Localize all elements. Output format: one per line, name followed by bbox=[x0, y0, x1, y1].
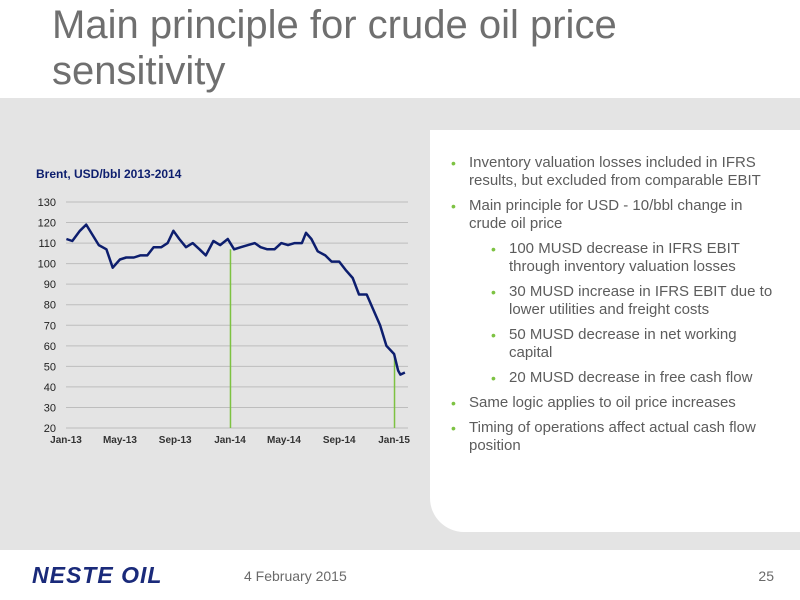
logo-text: NESTE OIL bbox=[32, 564, 162, 586]
y-tick-label: 30 bbox=[44, 402, 56, 414]
x-tick-label: May-14 bbox=[267, 435, 301, 446]
y-tick-label: 70 bbox=[44, 320, 56, 332]
x-tick-label: Jan-14 bbox=[214, 435, 246, 446]
x-tick-label: Sep-14 bbox=[323, 435, 356, 446]
bullet-list: Inventory valuation losses included in I… bbox=[450, 154, 780, 462]
y-tick-label: 120 bbox=[38, 218, 56, 230]
slide-title: Main principle for crude oil price sensi… bbox=[52, 3, 617, 93]
y-tick-label: 100 bbox=[38, 259, 56, 271]
y-tick-label: 80 bbox=[44, 300, 56, 312]
bullet-item: Main principle for USD - 10/bbl change i… bbox=[450, 197, 780, 233]
chart-gridlines bbox=[66, 201, 408, 429]
y-tick-label: 20 bbox=[44, 423, 56, 435]
x-tick-label: Jan-15 bbox=[378, 435, 410, 446]
bullet-item: Same logic applies to oil price increase… bbox=[450, 394, 780, 412]
y-tick-label: 130 bbox=[38, 197, 56, 209]
x-tick-label: May-13 bbox=[103, 435, 137, 446]
x-tick-label: Sep-13 bbox=[159, 435, 192, 446]
bullet-card: Inventory valuation losses included in I… bbox=[430, 130, 800, 532]
y-tick-label: 90 bbox=[44, 279, 56, 291]
x-tick-label: Jan-13 bbox=[50, 435, 82, 446]
bullet-item: Inventory valuation losses included in I… bbox=[450, 154, 780, 190]
sub-bullet-item: 100 MUSD decrease in IFRS EBIT through i… bbox=[490, 240, 780, 276]
marker-lines bbox=[229, 249, 396, 428]
chart-svg: Brent, USD/bbl 2013-2014 20 30 40 50 60 70 80 9… bbox=[36, 167, 410, 446]
brent-price-chart: Brent, USD/bbl 2013-2014 20 30 40 50 60 70 80 9… bbox=[0, 98, 430, 550]
neste-oil-logo: NESTE OIL bbox=[32, 564, 162, 586]
x-axis-tick-labels: Jan-13 May-13 Sep-13 Jan-14 May-14 Sep-14 Jan-… bbox=[50, 435, 410, 446]
content-panel: Brent, USD/bbl 2013-2014 20 30 40 50 60 70 80 9… bbox=[0, 98, 800, 550]
sub-bullet-item: 50 MUSD decrease in net working capital bbox=[490, 326, 780, 362]
footer-date: 4 February 2015 bbox=[244, 568, 347, 584]
y-tick-label: 60 bbox=[44, 341, 56, 353]
page-number: 25 bbox=[758, 568, 774, 584]
brent-price-line bbox=[65, 223, 406, 376]
y-tick-label: 110 bbox=[38, 238, 56, 250]
y-tick-label: 40 bbox=[44, 382, 56, 394]
chart-title: Brent, USD/bbl 2013-2014 bbox=[36, 167, 182, 181]
sub-bullet-item: 30 MUSD increase in IFRS EBIT due to low… bbox=[490, 283, 780, 319]
y-axis-tick-labels: 20 30 40 50 60 70 80 90 100 110 120 130 bbox=[38, 197, 56, 435]
y-tick-label: 50 bbox=[44, 361, 56, 373]
bullet-item: Timing of operations affect actual cash … bbox=[450, 419, 780, 455]
sub-bullet-item: 20 MUSD decrease in free cash flow bbox=[490, 369, 780, 387]
chart-series bbox=[65, 223, 406, 376]
